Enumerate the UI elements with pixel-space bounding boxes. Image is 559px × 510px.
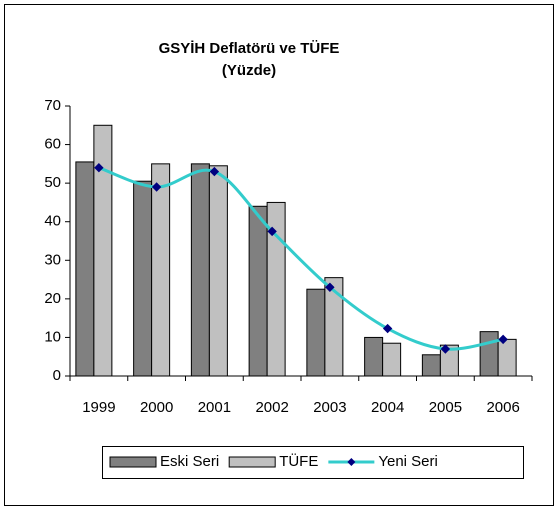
x-tick-label: 1999: [82, 399, 115, 416]
legend-label: Yeni Seri: [378, 453, 438, 470]
x-tick-label: 2006: [486, 399, 519, 416]
y-tick-label: 50: [44, 174, 61, 191]
marker: [267, 226, 277, 237]
marker: [382, 323, 393, 334]
marker: [209, 166, 220, 177]
marker: [94, 163, 104, 173]
chart-title: GSYİH Deflatörü ve TÜFE (Yüzde): [158, 40, 340, 79]
bar: [133, 180, 153, 377]
y-tick-label: 0: [53, 367, 61, 384]
x-tick-label: 2004: [371, 399, 404, 416]
marker: [151, 182, 162, 192]
y-tick-label: 30: [44, 251, 61, 268]
bar: [75, 161, 95, 377]
bar: [479, 331, 499, 377]
x-tick-label: 2005: [429, 399, 462, 416]
marker: [325, 282, 335, 292]
legend-swatch: [228, 456, 276, 468]
y-tick-label: 40: [44, 213, 61, 230]
legend-marker: [347, 458, 356, 466]
bar: [93, 124, 113, 377]
bar: [248, 205, 268, 377]
legend-box: [102, 446, 524, 479]
y-tick-label: 60: [44, 136, 61, 153]
y-tick-label: 20: [44, 290, 61, 307]
bar: [497, 338, 517, 377]
legend-label: Eski Seri: [160, 453, 219, 470]
bar: [421, 354, 441, 377]
marker: [498, 334, 508, 345]
bar: [151, 163, 171, 377]
legend-label: TÜFE: [279, 452, 318, 470]
x-tick-label: 2001: [198, 399, 231, 416]
line: [98, 166, 504, 351]
x-tick-label: 2000: [140, 399, 173, 416]
x-tick-label: 2003: [313, 399, 346, 416]
y-tick-label: 10: [44, 328, 61, 345]
bar: [306, 288, 326, 377]
bar: [364, 336, 384, 377]
y-tick-label: 70: [44, 97, 61, 114]
bar: [208, 165, 228, 377]
x-tick-label: 2002: [255, 399, 288, 416]
bar: [190, 163, 210, 377]
bar: [382, 342, 402, 377]
marker: [440, 344, 451, 354]
legend-swatch: [109, 456, 157, 468]
